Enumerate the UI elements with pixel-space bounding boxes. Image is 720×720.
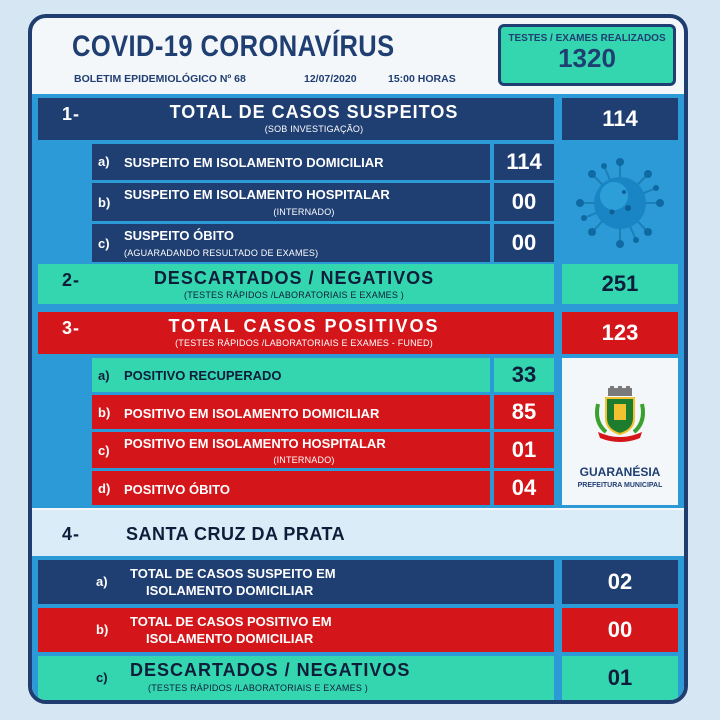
s3-total-value: 123: [562, 312, 678, 354]
s4-item-a-value: 02: [562, 560, 678, 604]
s1-item-b-value: 00: [494, 183, 554, 221]
header: COVID-19 CORONAVÍRUS: [72, 30, 452, 64]
s1-item-a: a) SUSPEITO EM ISOLAMENTO DOMICILIAR: [92, 144, 490, 180]
s4-item-b-value: 00: [562, 608, 678, 652]
page-title: COVID-19 CORONAVÍRUS: [72, 30, 395, 63]
s1-item-sub: (AGUARADANDO RESULTADO DE EXAMES): [124, 248, 319, 258]
s4-item-a: a) TOTAL DE CASOS SUSPEITO EM ISOLAMENTO…: [38, 560, 554, 604]
s4-item-b: b) TOTAL DE CASOS POSITIVO EM ISOLAMENTO…: [38, 608, 554, 652]
s3-item-d-value: 04: [494, 471, 554, 505]
s1-total-value: 114: [562, 98, 678, 140]
s3-item-label: POSITIVO EM ISOLAMENTO DOMICILIAR: [124, 406, 380, 421]
s4-item-letter: b): [96, 622, 109, 637]
tests-label: TESTES / EXAMES REALIZADOS: [508, 33, 666, 44]
s3-item-c-value: 01: [494, 432, 554, 468]
s2-header: 2- DESCARTADOS / NEGATIVOS (TESTES RÁPID…: [38, 264, 554, 304]
s1-number: 1-: [62, 104, 81, 124]
s4-item-line1: DESCARTADOS / NEGATIVOS: [130, 660, 411, 680]
s2-value: 251: [562, 264, 678, 304]
s3-subtitle: (TESTES RÁPIDOS /LABORATORIAIS E EXAMES …: [175, 338, 433, 348]
s3-number: 3-: [62, 318, 81, 338]
s2-number: 2-: [62, 270, 81, 290]
logo-subtitle: PREFEITURA MUNICIPAL: [577, 482, 663, 489]
s4-item-letter: a): [96, 574, 108, 589]
s1-item-label: SUSPEITO EM ISOLAMENTO DOMICILIAR: [124, 155, 384, 170]
s1-item-c-value: 00: [494, 224, 554, 262]
bulletin-frame: COVID-19 CORONAVÍRUS BOLETIM EPIDEMIOLÓG…: [28, 14, 688, 704]
s4-item-letter: c): [96, 670, 108, 685]
s4-item-line2: ISOLAMENTO DOMICILIAR: [146, 583, 314, 598]
s3-item-b: b) POSITIVO EM ISOLAMENTO DOMICILIAR: [92, 395, 490, 429]
s1-item-label: SUSPEITO EM ISOLAMENTO HOSPITALAR: [124, 187, 390, 202]
tests-value: 1320: [558, 43, 616, 73]
s4-item-line1: TOTAL DE CASOS SUSPEITO EM: [130, 566, 336, 581]
s3-item-letter: c): [98, 443, 110, 458]
s3-item-c: c) POSITIVO EM ISOLAMENTO HOSPITALAR (IN…: [92, 432, 490, 468]
s3-item-label: POSITIVO ÓBITO: [124, 482, 230, 497]
s4-item-line1: TOTAL DE CASOS POSITIVO EM: [130, 614, 332, 629]
bulletin-date: 12/07/2020: [304, 73, 357, 85]
bulletin-number: BOLETIM EPIDEMIOLÓGICO Nº 68: [74, 73, 246, 85]
s1-item-c: c) SUSPEITO ÓBITO (AGUARADANDO RESULTADO…: [92, 224, 490, 262]
virus-panel: [562, 144, 678, 262]
s4-item-c: c) DESCARTADOS / NEGATIVOS (TESTES RÁPID…: [38, 656, 554, 700]
s3-item-a-value: 33: [494, 358, 554, 392]
s1-item-label: SUSPEITO ÓBITO: [124, 228, 235, 243]
s1-item-a-value: 114: [494, 144, 554, 180]
s4-item-line2: (TESTES RÁPIDOS /LABORATORIAIS E EXAMES …: [148, 683, 368, 693]
s4-title: SANTA CRUZ DA PRATA: [126, 524, 346, 544]
coat-of-arms-icon: [595, 386, 645, 442]
s3-item-sub: (INTERNADO): [273, 455, 335, 465]
s3-item-letter: b): [98, 405, 111, 420]
s1-item-sub: (INTERNADO): [273, 207, 335, 217]
s3-item-letter: d): [98, 481, 111, 496]
s1-item-letter: c): [98, 236, 110, 251]
s3-item-label: POSITIVO EM ISOLAMENTO HOSPITALAR: [124, 436, 386, 451]
s2-title: DESCARTADOS / NEGATIVOS: [153, 268, 435, 288]
logo-name: GUARANÉSIA: [579, 465, 661, 479]
s1-item-letter: a): [98, 154, 110, 169]
s3-item-b-value: 85: [494, 395, 554, 429]
s4-item-line2: ISOLAMENTO DOMICILIAR: [146, 631, 314, 646]
virus-icon: [576, 158, 664, 248]
s3-header: 3- TOTAL CASOS POSITIVOS (TESTES RÁPIDOS…: [38, 312, 554, 354]
s3-item-label: POSITIVO RECUPERADO: [124, 368, 282, 383]
s3-title: TOTAL CASOS POSITIVOS: [168, 316, 440, 336]
tests-box: TESTES / EXAMES REALIZADOS 1320: [498, 24, 676, 86]
s1-title: TOTAL DE CASOS SUSPEITOS: [169, 102, 459, 122]
s4-number: 4-: [62, 524, 81, 544]
s1-header: 1- TOTAL DE CASOS SUSPEITOS (SOB INVESTI…: [38, 98, 554, 140]
s1-subtitle: (SOB INVESTIGAÇÃO): [264, 124, 364, 134]
s3-item-a: a) POSITIVO RECUPERADO: [92, 358, 490, 392]
s4-item-c-value: 01: [562, 656, 678, 700]
bulletin-time: 15:00 HORAS: [388, 73, 456, 85]
logo-panel: GUARANÉSIA PREFEITURA MUNICIPAL: [562, 358, 678, 505]
s1-item-b: b) SUSPEITO EM ISOLAMENTO HOSPITALAR (IN…: [92, 183, 490, 221]
s4-header: 4- SANTA CRUZ DA PRATA: [32, 510, 684, 556]
s3-item-letter: a): [98, 368, 110, 383]
s1-item-letter: b): [98, 195, 111, 210]
s3-item-d: d) POSITIVO ÓBITO: [92, 471, 490, 505]
s2-subtitle: (TESTES RÁPIDOS /LABORATORIAIS E EXAMES …: [184, 290, 404, 300]
